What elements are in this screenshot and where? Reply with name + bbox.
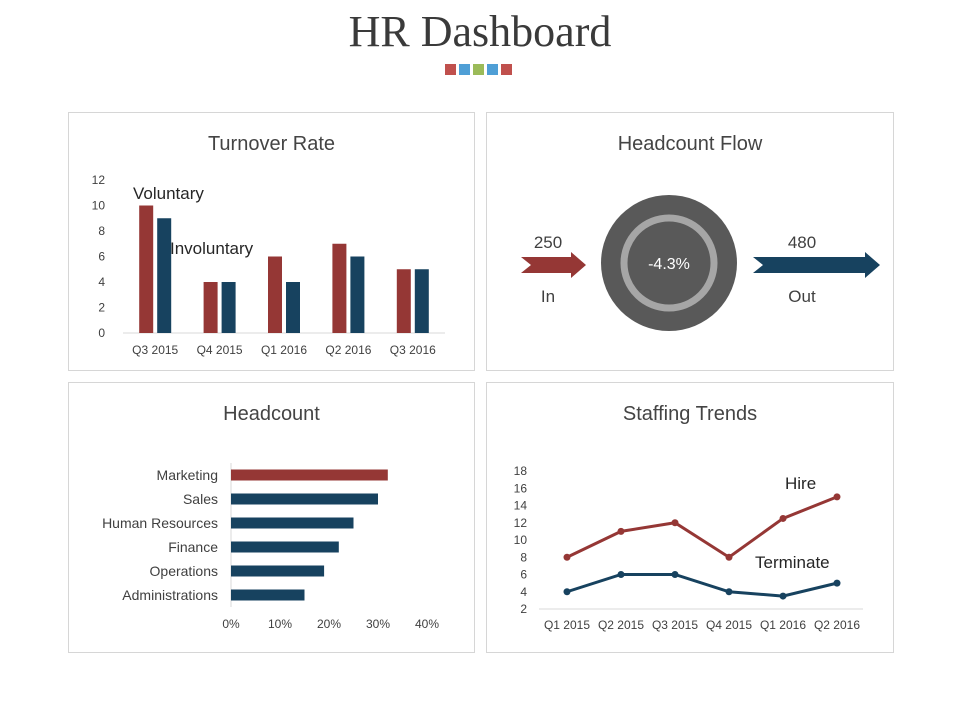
x-tick-label: 30% <box>366 617 390 631</box>
category-label: Operations <box>150 563 218 579</box>
x-tick-label: Q2 2016 <box>814 618 860 632</box>
y-tick-label: 10 <box>92 199 106 213</box>
headcount-flow-title: Headcount Flow <box>617 133 763 155</box>
bar-finance <box>231 541 339 553</box>
point-hire <box>617 527 625 535</box>
point-terminate <box>563 588 571 596</box>
bar-involuntary <box>414 269 429 333</box>
in-value: 250 <box>534 233 562 252</box>
accent-square-2 <box>459 64 470 75</box>
y-tick-label: 6 <box>520 568 527 582</box>
x-tick-label: Q4 2015 <box>197 343 243 357</box>
y-tick-label: 16 <box>514 481 528 495</box>
point-hire <box>779 514 787 522</box>
x-tick-label: Q1 2016 <box>261 343 307 357</box>
page-title: HR Dashboard <box>348 7 612 56</box>
point-terminate <box>671 571 679 578</box>
bar-marketing <box>231 469 388 481</box>
point-hire <box>833 493 841 501</box>
title-accent-squares <box>445 64 512 75</box>
y-tick-label: 14 <box>514 499 528 513</box>
y-tick-label: 12 <box>514 516 528 530</box>
x-tick-label: Q1 2015 <box>544 618 590 632</box>
bar-human-resources <box>231 517 354 529</box>
change-ring <box>620 214 718 312</box>
point-terminate <box>725 588 733 596</box>
headcount-flow-panel: Headcount Flow 250 In -4.3% 480 Out <box>486 112 894 371</box>
point-hire <box>563 553 571 561</box>
accent-square-1 <box>445 64 456 75</box>
bar-voluntary <box>396 269 411 333</box>
point-terminate <box>779 592 787 600</box>
x-tick-label: 40% <box>415 617 439 631</box>
accent-square-5 <box>501 64 512 75</box>
change-value: -4.3% <box>648 256 690 273</box>
bar-voluntary <box>139 205 154 333</box>
bar-involuntary <box>221 282 236 333</box>
point-terminate <box>617 571 625 578</box>
bar-administrations <box>231 589 305 601</box>
y-tick-label: 4 <box>520 585 527 599</box>
turnover-rate-title: Turnover Rate <box>207 133 336 155</box>
category-label: Human Resources <box>102 515 218 531</box>
category-label: Finance <box>168 539 218 555</box>
y-tick-label: 2 <box>520 602 527 616</box>
y-tick-label: 8 <box>98 224 105 238</box>
category-label: Sales <box>183 491 218 507</box>
headcount-chart: Marketing Sales Human Resources Finance Oper… <box>102 463 439 631</box>
category-label: Administrations <box>122 587 218 603</box>
y-tick-label: 2 <box>98 301 105 315</box>
in-arrow <box>521 252 586 278</box>
y-tick-label: 6 <box>98 250 105 264</box>
y-tick-label: 4 <box>98 275 105 289</box>
series-label-involuntary: Involuntary <box>170 239 254 258</box>
bar-voluntary <box>268 256 282 333</box>
bar-voluntary <box>332 243 347 333</box>
x-tick-label: Q3 2015 <box>132 343 178 357</box>
y-tick-label: 18 <box>514 464 528 478</box>
line-hire <box>566 495 838 560</box>
bar-sales <box>231 493 378 505</box>
out-arrow <box>753 252 880 278</box>
turnover-rate-panel: Turnover Rate 0 2 4 6 8 10 12 Q3 2015 Q4 2015 Q1 … <box>68 112 475 371</box>
x-tick-label: Q3 2016 <box>390 343 436 357</box>
staffing-trends-panel: Staffing Trends 2 4 6 8 10 12 14 16 18 Q1 2015 Q2 … <box>486 382 894 653</box>
y-tick-label: 10 <box>514 533 528 547</box>
series-label-voluntary: Voluntary <box>133 184 204 203</box>
bar-involuntary <box>157 218 172 333</box>
point-terminate <box>833 579 841 587</box>
x-tick-label: Q2 2016 <box>325 343 371 357</box>
y-tick-label: 0 <box>98 326 105 340</box>
x-tick-label: Q3 2015 <box>652 618 698 632</box>
bar-operations <box>231 565 325 577</box>
line-terminate <box>566 573 838 598</box>
x-tick-label: Q4 2015 <box>706 618 752 632</box>
x-tick-label: 0% <box>222 617 240 631</box>
series-label-hire: Hire <box>785 474 816 493</box>
headcount-title: Headcount <box>223 403 320 425</box>
accent-square-3 <box>473 64 484 75</box>
headcount-panel: Headcount Marketing Sales Human Resources F… <box>68 382 475 653</box>
bar-voluntary <box>203 282 218 333</box>
category-label: Marketing <box>157 467 218 483</box>
staffing-trends-chart: 2 4 6 8 10 12 14 16 18 Q1 2015 Q2 2015 Q3 2015 Q4 20… <box>514 464 863 632</box>
series-label-terminate: Terminate <box>755 553 830 572</box>
bar-involuntary <box>286 282 300 333</box>
x-tick-label: Q2 2015 <box>598 618 644 632</box>
x-tick-label: Q1 2016 <box>760 618 806 632</box>
accent-square-4 <box>487 64 498 75</box>
point-hire <box>671 519 679 527</box>
x-tick-label: 20% <box>317 617 341 631</box>
out-label: Out <box>788 287 816 306</box>
turnover-rate-chart: 0 2 4 6 8 10 12 Q3 2015 Q4 2015 Q1 2016 Q2 2016 Q3 … <box>92 173 445 357</box>
staffing-trends-title: Staffing Trends <box>622 403 758 425</box>
y-tick-label: 12 <box>92 173 106 187</box>
bar-involuntary <box>350 256 365 333</box>
x-tick-label: 10% <box>268 617 292 631</box>
headcount-flow-graphic: 250 In -4.3% 480 Out <box>521 195 880 331</box>
y-tick-label: 8 <box>520 550 527 564</box>
out-value: 480 <box>788 233 816 252</box>
in-label: In <box>541 287 555 306</box>
point-hire <box>725 553 733 561</box>
